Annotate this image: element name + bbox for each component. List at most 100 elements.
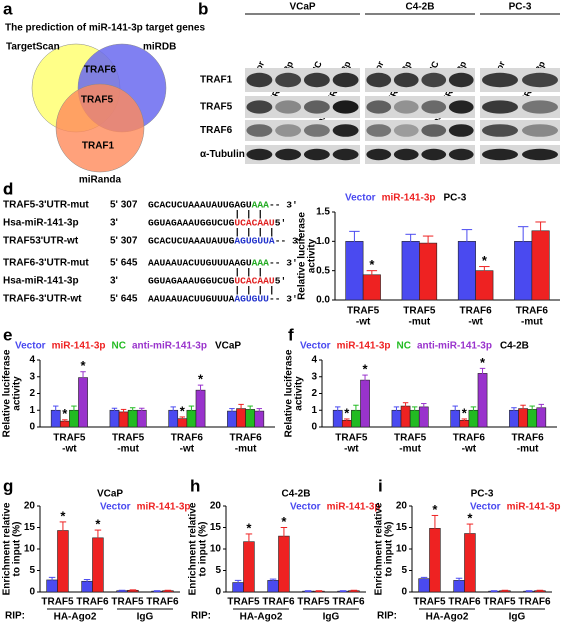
- significance-marker: *: [62, 406, 68, 421]
- blot-strip: [365, 120, 475, 141]
- blot-strip: [365, 145, 475, 164]
- legend-entry: anti-miR-141-3p: [417, 341, 492, 352]
- x-tick-label: TRAF6: [332, 597, 365, 608]
- sequence-segment: UCACAAU: [234, 218, 275, 229]
- x-tick-label: TRAF6: [171, 433, 204, 444]
- blot-band: [303, 100, 330, 114]
- error-bar: [83, 579, 91, 584]
- error-bar: [52, 405, 59, 415]
- error-bar: [520, 404, 526, 413]
- y-tick-label: 2: [29, 388, 35, 399]
- error-bar: [501, 589, 509, 592]
- y-tick-label: 15: [24, 522, 36, 533]
- error-bar: [179, 416, 186, 421]
- y-tick-label: 10: [396, 544, 408, 555]
- legend-entry: anti-miR-141-3p: [132, 341, 207, 352]
- error-bar: [466, 523, 474, 544]
- error-bar: [366, 270, 378, 280]
- cell-line-label: C4-2B: [406, 2, 435, 13]
- error-bar: [164, 589, 172, 592]
- blot-strip: [245, 145, 360, 164]
- group-label: IgG: [323, 612, 340, 622]
- cell-line-label: PC-3: [509, 2, 532, 13]
- x-tick-label: TRAF5: [347, 306, 380, 317]
- legend-entry: Vector: [345, 193, 376, 204]
- base-pair-bars: | | | |: [234, 227, 274, 238]
- blot-band: [393, 72, 419, 88]
- bar: [401, 241, 420, 301]
- blot-band: [303, 72, 330, 88]
- error-bar: [535, 221, 546, 241]
- y-tick-label: 15: [396, 522, 408, 533]
- y-tick-label: 3: [311, 371, 317, 382]
- error-bar: [529, 405, 535, 414]
- error-bar: [256, 408, 263, 415]
- blot-band: [246, 72, 273, 88]
- legend-entry: NC: [111, 341, 125, 352]
- significance-marker: *: [344, 405, 350, 420]
- error-bar: [422, 235, 434, 251]
- error-bar: [229, 408, 235, 415]
- x-tick-label: TRAF6: [76, 597, 109, 608]
- y-tick-label: 20: [396, 501, 408, 512]
- blot-band: [366, 124, 392, 137]
- sequence-alignment: TRAF5-3'UTR-mut 5' 307 GCACUCUAAAUAUUGAGU A…: [3, 200, 304, 305]
- panel-letter: a: [3, 0, 13, 18]
- sequence-prefix: 5' 645: [110, 258, 138, 269]
- error-bar: [490, 590, 498, 593]
- blot-band: [421, 148, 447, 161]
- x-tick-label: TRAF6: [460, 306, 493, 317]
- significance-marker: *: [180, 403, 186, 418]
- y-tick-label: 5: [215, 565, 221, 576]
- chart-title: PC-3: [471, 489, 494, 500]
- group-axis-label: RIP:: [5, 611, 25, 622]
- x-tick-label: TRAF6: [453, 433, 486, 444]
- sequence-segment: UCACAAU: [234, 276, 275, 287]
- panel-title: The prediction of miR-141-3p target gene…: [5, 23, 205, 34]
- blot-band: [303, 148, 330, 161]
- error-bar: [139, 407, 145, 413]
- sequence-segment: GGUAGAAAUGGUCUG: [148, 218, 235, 229]
- error-bar: [362, 374, 368, 386]
- panel-letter: f: [288, 325, 294, 344]
- bar: [109, 409, 120, 428]
- y-tick-label: 1.5: [316, 207, 330, 218]
- bar: [477, 373, 488, 428]
- error-bar: [304, 590, 312, 593]
- blot-band: [421, 72, 447, 88]
- x-tick-label: TRAF6: [262, 597, 295, 608]
- y-axis-label: Enrichment relative: [2, 502, 13, 595]
- error-bar: [234, 579, 242, 586]
- sequence-name: Hsa-miR-141-3p: [3, 276, 79, 287]
- x-tick-label: TRAF5: [394, 433, 427, 444]
- legend-entry: Vector: [470, 502, 501, 513]
- error-bar: [349, 230, 360, 252]
- blot-band: [482, 100, 518, 114]
- gene-label: TRAF6: [84, 65, 117, 76]
- x-tick-label: TRAF5: [41, 597, 74, 608]
- y-tick-label: 0.0: [316, 295, 330, 306]
- y-tick-label: 3: [29, 371, 35, 382]
- sequence-segment: -- 3': [269, 294, 298, 305]
- group-axis-label: RIP:: [377, 611, 397, 622]
- sequence-prefix: 5' 307: [110, 236, 138, 247]
- blot-band: [332, 100, 359, 114]
- blot-band: [448, 124, 474, 137]
- set-label: TargetScan: [6, 42, 60, 53]
- x-tick-label: TRAF6: [448, 597, 481, 608]
- sequence-segment: 5': [275, 276, 287, 287]
- gene-label: TRAF1: [82, 141, 115, 152]
- legend-entry: miR-141-3p: [52, 341, 106, 352]
- error-bar: [470, 406, 477, 415]
- x-tick-label: TRAF5: [483, 597, 516, 608]
- x-tick-label: -wt: [344, 444, 359, 455]
- blot-band: [275, 148, 302, 161]
- blot-band: [332, 72, 359, 88]
- legend-entry: miR-141-3p: [507, 502, 561, 513]
- x-tick-label: -mut: [235, 444, 257, 455]
- blot-band: [393, 100, 419, 114]
- y-axis-label: to input (%): [12, 522, 23, 577]
- error-bar: [511, 407, 517, 414]
- bar: [57, 530, 69, 593]
- y-axis-label: Enrichment relative: [188, 502, 199, 595]
